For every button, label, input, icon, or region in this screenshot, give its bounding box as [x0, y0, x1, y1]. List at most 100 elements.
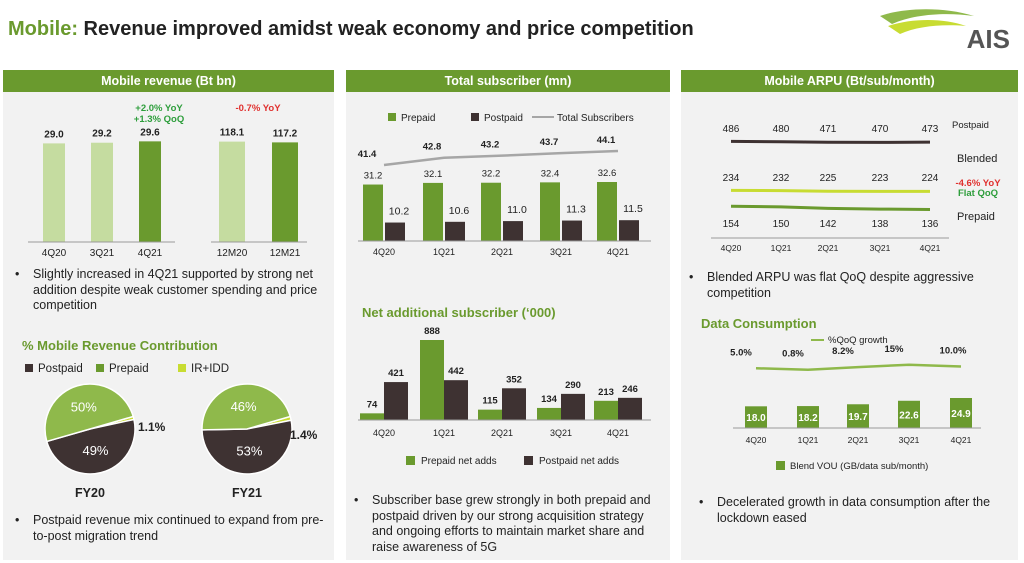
category-label: 3Q21 — [870, 243, 891, 253]
arpu-value-label: 154 — [723, 219, 740, 230]
pie-slice-prepaid — [44, 383, 135, 443]
revenue-charts: 29.0 4Q20 29.2 3Q21 29.6 4Q21 118.1 12M20 117.2… — [25, 103, 318, 500]
category-label: 2Q21 — [848, 435, 869, 445]
bullet-data-text: Decelerated growth in data consumption a… — [717, 495, 991, 525]
pie-slice-postpaid — [201, 419, 293, 475]
legend-swatch-prepaid-net — [406, 456, 415, 465]
prepaid-value-label: 32.4 — [541, 168, 560, 179]
qoq-value-label: 0.8% — [782, 349, 804, 360]
panel-header: Total subscriber (mn) — [346, 70, 670, 92]
postpaid-bar — [562, 220, 582, 241]
prepaid-net-bar — [478, 409, 502, 420]
arpu-line-postpaid — [730, 139, 931, 144]
legend-prepaid: Prepaid — [109, 363, 149, 375]
logo-text: AIS — [967, 24, 1010, 54]
annotation-qoq: +1.3% QoQ — [134, 114, 184, 125]
category-label: 4Q21 — [951, 435, 972, 445]
arpu-chart: 486 480 471 470 473 234 232 225 223 224 154 150 142 1… — [711, 120, 997, 253]
annotation-annual-yoy: -0.7% YoY — [235, 103, 281, 114]
arpu-value-label: 470 — [872, 124, 889, 135]
panel-header: Mobile revenue (Bt bn) — [3, 70, 334, 92]
annotation-arpu-qoq: Flat QoQ — [958, 188, 998, 199]
postpaid-net-value-label: 246 — [622, 384, 638, 395]
revenue-annual-value-label: 117.2 — [273, 128, 298, 139]
arpu-line-prepaid — [730, 204, 931, 211]
revenue-annual-category-label: 12M21 — [270, 248, 301, 259]
arpu-series-prepaid: Prepaid — [957, 211, 995, 223]
postpaid-bar — [445, 221, 465, 241]
category-label: 1Q21 — [771, 243, 792, 253]
bullet-subscriber: • Subscriber base grew strongly in both p… — [354, 493, 666, 555]
category-label: 4Q20 — [721, 243, 742, 253]
qoq-value-label: 8.2% — [832, 346, 854, 357]
revenue-value-label: 29.2 — [92, 129, 112, 140]
arpu-charts: 486 480 471 470 473 234 232 225 223 224 154 150 142 1… — [711, 120, 1001, 472]
revenue-category-label: 4Q21 — [138, 248, 163, 259]
prepaid-bar — [423, 182, 443, 241]
category-label: 3Q21 — [550, 428, 572, 438]
pie-label-postpaid: 53% — [236, 443, 262, 458]
arpu-value-label: 486 — [723, 124, 740, 135]
postpaid-net-bar — [618, 397, 642, 420]
revenue-annual-value-label: 118.1 — [220, 128, 245, 139]
arpu-value-label: 225 — [820, 173, 837, 184]
legend-iridd: IR+IDD — [191, 363, 229, 375]
bullet-revenue-text: Slightly increased in 4Q21 supported by … — [33, 267, 318, 312]
prepaid-net-bar — [594, 400, 618, 420]
revenue-annual-bar — [219, 141, 245, 242]
prepaid-net-value-label: 213 — [598, 387, 614, 398]
category-label: 2Q21 — [491, 247, 513, 257]
arpu-value-label: 136 — [922, 219, 939, 230]
arpu-value-label: 234 — [723, 173, 740, 184]
subscriber-charts: Prepaid Postpaid Total Subscribers 31.2 10.2… — [358, 113, 651, 467]
legend-swatch-postpaid — [25, 364, 33, 372]
category-label: 2Q21 — [491, 428, 513, 438]
logo-swoosh-bottom — [888, 20, 966, 34]
category-label: 4Q20 — [373, 247, 395, 257]
bullet-data: • Decelerated growth in data consumption … — [699, 495, 1011, 526]
pie-title: FY20 — [75, 486, 105, 500]
total-subscriber-chart: Prepaid Postpaid Total Subscribers 31.2 10.2… — [358, 113, 651, 257]
vou-value-label: 19.7 — [848, 412, 868, 423]
category-label: 3Q21 — [899, 435, 920, 445]
net-add-title: Net additional subscriber (‘000) — [362, 305, 556, 320]
contribution-title: % Mobile Revenue Contribution — [22, 338, 218, 353]
prepaid-net-bar — [420, 340, 444, 420]
pie-label-prepaid: 50% — [71, 399, 97, 414]
revenue-bar — [91, 142, 113, 242]
pie-fy20: 1.1% 49% 50% FY20 — [44, 383, 166, 500]
category-label: 2Q21 — [818, 243, 839, 253]
prepaid-bar — [597, 182, 617, 241]
category-label: 4Q21 — [607, 247, 629, 257]
bullet-arpu: • Blended ARPU was flat QoQ despite aggre… — [689, 270, 1009, 301]
revenue-annual-chart: 118.1 12M20 117.2 12M21 — [211, 128, 307, 259]
postpaid-net-value-label: 290 — [565, 380, 581, 391]
panel-header: Mobile ARPU (Bt/sub/month) — [681, 70, 1018, 92]
postpaid-net-value-label: 442 — [448, 366, 464, 377]
annotation-arpu-yoy: -4.6% YoY — [955, 178, 1001, 189]
revenue-annual-category-label: 12M20 — [217, 248, 248, 259]
panel-total-subscriber: Total subscriber (mn) Prepaid Postpaid Tot… — [346, 70, 670, 560]
pie-fy21: 1.4% 53% 46% FY21 — [201, 383, 318, 500]
legend-swatch-prepaid — [96, 364, 104, 372]
prepaid-net-bar — [537, 407, 561, 420]
prepaid-net-value-label: 134 — [541, 394, 558, 405]
qoq-value-label: 10.0% — [940, 346, 967, 357]
total-value-label: 44.1 — [597, 135, 616, 146]
legend-vou: Blend VOU (GB/data sub/month) — [790, 461, 928, 472]
pie-label-postpaid: 49% — [82, 443, 108, 458]
title-rest: Revenue improved amidst weak economy and… — [78, 18, 694, 40]
legend-swatch-postpaid-net — [524, 456, 533, 465]
vou-value-label: 18.2 — [798, 413, 818, 424]
revenue-value-label: 29.6 — [140, 127, 160, 138]
arpu-value-label: 142 — [820, 219, 837, 230]
category-label: 4Q21 — [920, 243, 941, 253]
revenue-value-label: 29.0 — [44, 129, 64, 140]
arpu-value-label: 138 — [872, 219, 889, 230]
arpu-value-label: 232 — [773, 173, 790, 184]
legend-postpaid: Postpaid — [484, 113, 523, 124]
total-subscriber-line — [383, 149, 619, 167]
bullet-revenue: • Slightly increased in 4Q21 supported by… — [15, 267, 325, 314]
arpu-value-label: 224 — [922, 173, 939, 184]
vou-value-label: 18.0 — [746, 413, 766, 424]
